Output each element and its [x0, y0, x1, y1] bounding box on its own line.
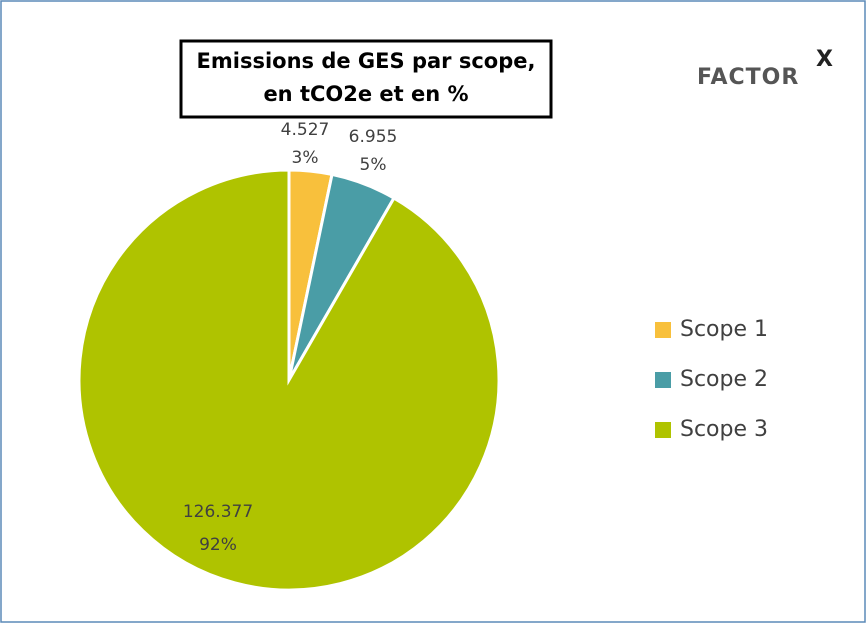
legend-label: Scope 1	[680, 317, 768, 342]
pie-slice	[77, 168, 501, 592]
percent-label: 92%	[199, 535, 237, 555]
data-label: 4.527	[281, 120, 330, 140]
legend-label: Scope 2	[680, 367, 768, 392]
data-label: 6.955	[349, 127, 398, 147]
legend-swatch	[655, 422, 671, 438]
percent-label: 5%	[360, 155, 387, 175]
logo-text: FACTOR	[697, 65, 799, 90]
percent-label: 3%	[292, 148, 319, 168]
logo-mark: X	[816, 47, 833, 72]
chart-title: en tCO2e et en %	[263, 82, 468, 106]
chart-title: Emissions de GES par scope,	[197, 49, 536, 73]
legend-swatch	[655, 322, 671, 338]
title-box	[179, 39, 553, 119]
legend-swatch	[655, 372, 671, 388]
legend-label: Scope 3	[680, 417, 768, 442]
data-label: 126.377	[183, 502, 253, 522]
